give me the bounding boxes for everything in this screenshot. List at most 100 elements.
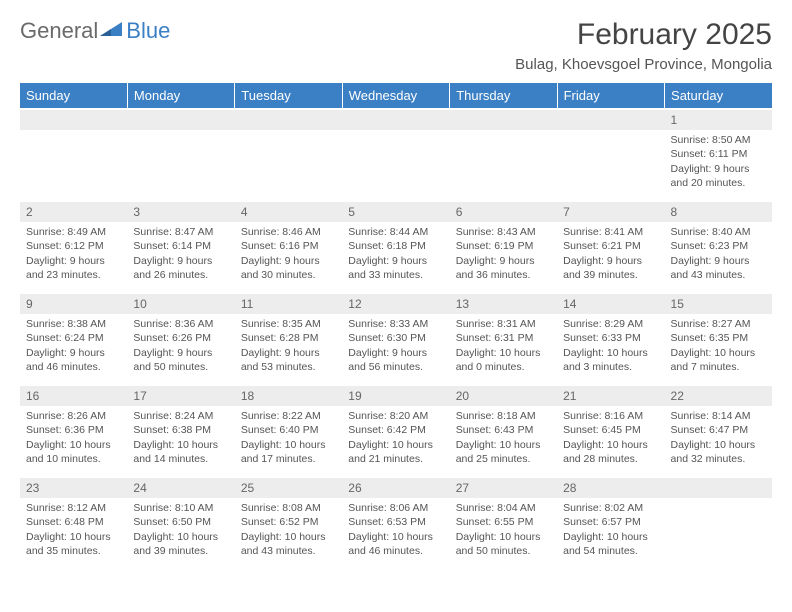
day-number: 4 bbox=[235, 202, 342, 223]
logo-text-blue: Blue bbox=[126, 18, 170, 44]
day-cell: 6Sunrise: 8:43 AMSunset: 6:19 PMDaylight… bbox=[450, 201, 557, 293]
sunset-text: Sunset: 6:11 PM bbox=[671, 147, 766, 161]
day-body: Sunrise: 8:06 AMSunset: 6:53 PMDaylight:… bbox=[342, 499, 449, 562]
daylight-text: Daylight: 10 hours and 43 minutes. bbox=[241, 530, 336, 558]
day-cell: 17Sunrise: 8:24 AMSunset: 6:38 PMDayligh… bbox=[127, 385, 234, 477]
day-cell: 22Sunrise: 8:14 AMSunset: 6:47 PMDayligh… bbox=[665, 385, 772, 477]
daylight-text: Daylight: 10 hours and 54 minutes. bbox=[563, 530, 658, 558]
sunrise-text: Sunrise: 8:22 AM bbox=[241, 409, 336, 423]
day-cell bbox=[342, 109, 449, 201]
day-cell: 13Sunrise: 8:31 AMSunset: 6:31 PMDayligh… bbox=[450, 293, 557, 385]
day-cell: 27Sunrise: 8:04 AMSunset: 6:55 PMDayligh… bbox=[450, 477, 557, 569]
sunset-text: Sunset: 6:21 PM bbox=[563, 239, 658, 253]
day-cell: 11Sunrise: 8:35 AMSunset: 6:28 PMDayligh… bbox=[235, 293, 342, 385]
sunset-text: Sunset: 6:36 PM bbox=[26, 423, 121, 437]
day-body: Sunrise: 8:46 AMSunset: 6:16 PMDaylight:… bbox=[235, 223, 342, 286]
empty-day-number bbox=[235, 110, 342, 131]
daylight-text: Daylight: 9 hours and 33 minutes. bbox=[348, 254, 443, 282]
weekday-header: Tuesday bbox=[235, 83, 342, 109]
day-number: 15 bbox=[665, 294, 772, 315]
sunrise-text: Sunrise: 8:18 AM bbox=[456, 409, 551, 423]
weekday-header-row: Sunday Monday Tuesday Wednesday Thursday… bbox=[20, 83, 772, 109]
daylight-text: Daylight: 10 hours and 25 minutes. bbox=[456, 438, 551, 466]
day-number: 7 bbox=[557, 202, 664, 223]
sunrise-text: Sunrise: 8:41 AM bbox=[563, 225, 658, 239]
sunset-text: Sunset: 6:31 PM bbox=[456, 331, 551, 345]
day-cell: 24Sunrise: 8:10 AMSunset: 6:50 PMDayligh… bbox=[127, 477, 234, 569]
day-cell: 3Sunrise: 8:47 AMSunset: 6:14 PMDaylight… bbox=[127, 201, 234, 293]
day-cell: 1Sunrise: 8:50 AMSunset: 6:11 PMDaylight… bbox=[665, 109, 772, 201]
sunset-text: Sunset: 6:38 PM bbox=[133, 423, 228, 437]
day-cell bbox=[127, 109, 234, 201]
sunrise-text: Sunrise: 8:20 AM bbox=[348, 409, 443, 423]
day-number: 24 bbox=[127, 478, 234, 499]
daylight-text: Daylight: 10 hours and 10 minutes. bbox=[26, 438, 121, 466]
day-cell: 19Sunrise: 8:20 AMSunset: 6:42 PMDayligh… bbox=[342, 385, 449, 477]
daylight-text: Daylight: 10 hours and 32 minutes. bbox=[671, 438, 766, 466]
sunrise-text: Sunrise: 8:10 AM bbox=[133, 501, 228, 515]
empty-day-number bbox=[450, 110, 557, 131]
day-number: 19 bbox=[342, 386, 449, 407]
daylight-text: Daylight: 10 hours and 0 minutes. bbox=[456, 346, 551, 374]
day-cell: 25Sunrise: 8:08 AMSunset: 6:52 PMDayligh… bbox=[235, 477, 342, 569]
day-cell: 7Sunrise: 8:41 AMSunset: 6:21 PMDaylight… bbox=[557, 201, 664, 293]
logo-text-general: General bbox=[20, 18, 98, 44]
sunset-text: Sunset: 6:43 PM bbox=[456, 423, 551, 437]
day-body: Sunrise: 8:41 AMSunset: 6:21 PMDaylight:… bbox=[557, 223, 664, 286]
day-body: Sunrise: 8:27 AMSunset: 6:35 PMDaylight:… bbox=[665, 315, 772, 378]
sunrise-text: Sunrise: 8:16 AM bbox=[563, 409, 658, 423]
sunrise-text: Sunrise: 8:35 AM bbox=[241, 317, 336, 331]
daylight-text: Daylight: 9 hours and 30 minutes. bbox=[241, 254, 336, 282]
sunrise-text: Sunrise: 8:27 AM bbox=[671, 317, 766, 331]
sunset-text: Sunset: 6:35 PM bbox=[671, 331, 766, 345]
calendar-body: 1Sunrise: 8:50 AMSunset: 6:11 PMDaylight… bbox=[20, 109, 772, 569]
day-body: Sunrise: 8:10 AMSunset: 6:50 PMDaylight:… bbox=[127, 499, 234, 562]
day-cell: 8Sunrise: 8:40 AMSunset: 6:23 PMDaylight… bbox=[665, 201, 772, 293]
sunset-text: Sunset: 6:23 PM bbox=[671, 239, 766, 253]
daylight-text: Daylight: 9 hours and 26 minutes. bbox=[133, 254, 228, 282]
day-number: 18 bbox=[235, 386, 342, 407]
day-body: Sunrise: 8:50 AMSunset: 6:11 PMDaylight:… bbox=[665, 131, 772, 194]
day-number: 27 bbox=[450, 478, 557, 499]
weekday-header: Friday bbox=[557, 83, 664, 109]
daylight-text: Daylight: 9 hours and 50 minutes. bbox=[133, 346, 228, 374]
day-body: Sunrise: 8:08 AMSunset: 6:52 PMDaylight:… bbox=[235, 499, 342, 562]
sunset-text: Sunset: 6:50 PM bbox=[133, 515, 228, 529]
day-body: Sunrise: 8:31 AMSunset: 6:31 PMDaylight:… bbox=[450, 315, 557, 378]
sunrise-text: Sunrise: 8:40 AM bbox=[671, 225, 766, 239]
day-cell: 15Sunrise: 8:27 AMSunset: 6:35 PMDayligh… bbox=[665, 293, 772, 385]
day-body: Sunrise: 8:33 AMSunset: 6:30 PMDaylight:… bbox=[342, 315, 449, 378]
day-cell bbox=[235, 109, 342, 201]
weekday-header: Thursday bbox=[450, 83, 557, 109]
sunset-text: Sunset: 6:57 PM bbox=[563, 515, 658, 529]
sunset-text: Sunset: 6:42 PM bbox=[348, 423, 443, 437]
day-body: Sunrise: 8:49 AMSunset: 6:12 PMDaylight:… bbox=[20, 223, 127, 286]
day-number: 26 bbox=[342, 478, 449, 499]
day-number: 16 bbox=[20, 386, 127, 407]
day-cell bbox=[20, 109, 127, 201]
day-number: 25 bbox=[235, 478, 342, 499]
sunset-text: Sunset: 6:45 PM bbox=[563, 423, 658, 437]
day-cell bbox=[450, 109, 557, 201]
day-cell: 23Sunrise: 8:12 AMSunset: 6:48 PMDayligh… bbox=[20, 477, 127, 569]
day-number: 14 bbox=[557, 294, 664, 315]
sunset-text: Sunset: 6:26 PM bbox=[133, 331, 228, 345]
day-body: Sunrise: 8:02 AMSunset: 6:57 PMDaylight:… bbox=[557, 499, 664, 562]
day-number: 22 bbox=[665, 386, 772, 407]
day-number: 13 bbox=[450, 294, 557, 315]
day-body: Sunrise: 8:40 AMSunset: 6:23 PMDaylight:… bbox=[665, 223, 772, 286]
week-row: 16Sunrise: 8:26 AMSunset: 6:36 PMDayligh… bbox=[20, 385, 772, 477]
day-body: Sunrise: 8:12 AMSunset: 6:48 PMDaylight:… bbox=[20, 499, 127, 562]
daylight-text: Daylight: 10 hours and 17 minutes. bbox=[241, 438, 336, 466]
day-cell: 12Sunrise: 8:33 AMSunset: 6:30 PMDayligh… bbox=[342, 293, 449, 385]
day-body: Sunrise: 8:18 AMSunset: 6:43 PMDaylight:… bbox=[450, 407, 557, 470]
sunrise-text: Sunrise: 8:44 AM bbox=[348, 225, 443, 239]
month-title: February 2025 bbox=[515, 18, 772, 52]
daylight-text: Daylight: 9 hours and 20 minutes. bbox=[671, 162, 766, 190]
daylight-text: Daylight: 9 hours and 56 minutes. bbox=[348, 346, 443, 374]
day-number: 17 bbox=[127, 386, 234, 407]
day-number: 1 bbox=[665, 110, 772, 131]
sunrise-text: Sunrise: 8:50 AM bbox=[671, 133, 766, 147]
day-number: 11 bbox=[235, 294, 342, 315]
day-body: Sunrise: 8:35 AMSunset: 6:28 PMDaylight:… bbox=[235, 315, 342, 378]
